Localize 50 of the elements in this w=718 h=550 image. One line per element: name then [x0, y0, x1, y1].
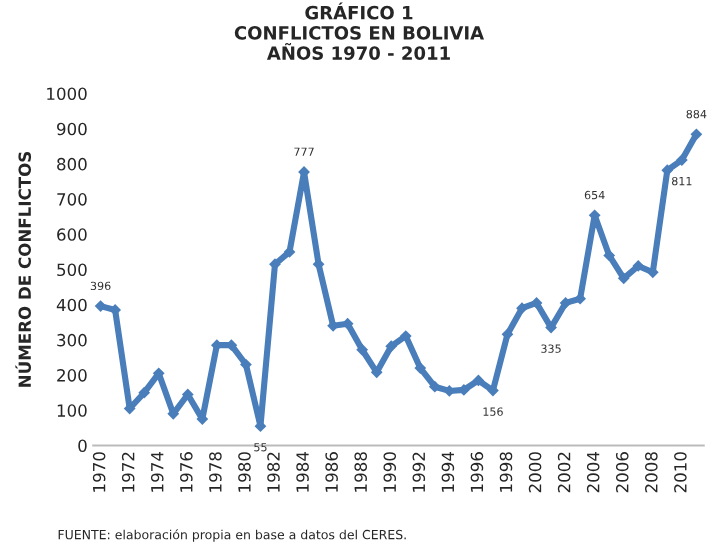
- point: [472, 374, 485, 387]
- x-tick-label: 1978: [209, 452, 222, 492]
- point: [385, 340, 398, 353]
- point: [559, 297, 572, 309]
- point: [530, 297, 543, 309]
- point: [138, 386, 151, 399]
- y-tick-label: 900: [57, 122, 87, 136]
- point: [94, 300, 107, 312]
- point: [414, 362, 427, 374]
- x-tick-label: 2010: [674, 452, 687, 493]
- y-tick-label: 0: [78, 439, 87, 453]
- y-tick-label: 800: [57, 157, 87, 171]
- point: [356, 343, 369, 356]
- x-tick-label: 1992: [412, 452, 426, 492]
- x-tick-label: 1996: [470, 452, 484, 492]
- x-tick-label: 1986: [325, 452, 338, 492]
- point: [675, 154, 688, 166]
- x-tick-label: 1982: [267, 452, 280, 492]
- y-tick-label: 600: [57, 228, 87, 241]
- y-tick-label: 100: [57, 404, 87, 417]
- y-axis-title: NÚMERO DE CONFLICTOS: [15, 151, 32, 387]
- point: [617, 272, 630, 285]
- x-tick-label: 2006: [615, 452, 629, 493]
- x-tick-label: 2000: [528, 452, 542, 493]
- point: [399, 330, 412, 342]
- x-tick-label: 1980: [238, 452, 251, 492]
- x-tick-label: 1976: [180, 452, 193, 492]
- point: [516, 302, 528, 315]
- x-tick-label: 2004: [586, 451, 600, 493]
- x-tick-label: 1984: [296, 451, 309, 492]
- point: [632, 260, 645, 272]
- y-tick-label: 500: [57, 263, 87, 277]
- point: [181, 388, 194, 401]
- y-tick-label: 400: [56, 298, 87, 312]
- x-tick-label: 1990: [383, 452, 397, 492]
- x-tick-label: 1974: [150, 451, 164, 492]
- chart-title: GRÁFICO 1 CONFLICTOS EN BOLIVIA AÑOS 1970 - 2011: [234, 2, 485, 60]
- y-tick-label: 300: [57, 333, 87, 347]
- y-tick-label: 1000: [47, 87, 87, 101]
- x-tick-label: 1988: [354, 452, 367, 492]
- x-tick-label: 1994: [441, 451, 455, 492]
- y-tick-label: 200: [57, 369, 87, 382]
- point: [603, 249, 616, 262]
- point: [690, 128, 703, 141]
- x-tick-label: 2008: [645, 452, 658, 493]
- x-tick-label: 1998: [499, 452, 513, 492]
- y-tick-label: 700: [57, 193, 87, 206]
- x-tick-label: 2002: [557, 452, 571, 493]
- x-tick-label: 1972: [121, 452, 135, 492]
- x-tick-label: 1970: [92, 452, 106, 492]
